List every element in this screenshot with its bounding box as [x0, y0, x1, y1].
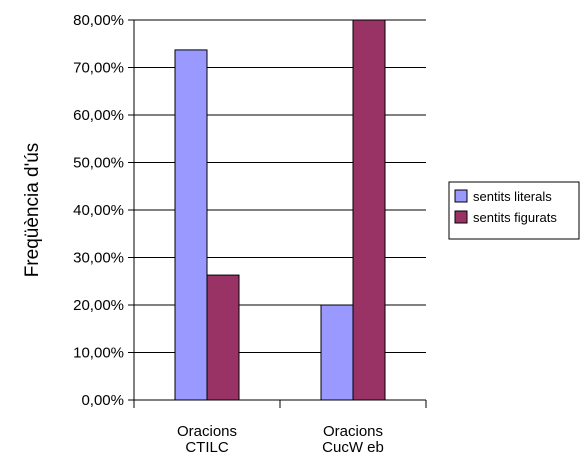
y-axis-title: Freqüència d'ús: [22, 143, 43, 278]
legend-swatch: [454, 189, 468, 203]
legend-label: sentits figurats: [473, 210, 557, 225]
y-tick-label: 0,00%: [81, 392, 124, 409]
bar: [352, 19, 386, 401]
y-ticks: 0,00% 10,00% 20,00% 30,00% 40,00% 50,00% 60,00…: [73, 12, 134, 409]
x-tick-label: CTILC: [185, 439, 229, 456]
y-tick-label: 30,00%: [73, 250, 124, 267]
x-tick-label: CucW eb: [322, 439, 384, 456]
y-tick-label: 70,00%: [73, 60, 124, 77]
y-tick-label: 10,00%: [73, 345, 124, 362]
bar: [320, 304, 354, 401]
legend-box: [448, 181, 580, 240]
y-tick-label: 20,00%: [73, 297, 124, 314]
y-tick-label: 50,00%: [73, 155, 124, 172]
bar: [206, 274, 240, 401]
bars: [174, 19, 386, 401]
legend-items: sentits literals sentits figurats: [454, 189, 557, 225]
x-tick-label: Oracions: [177, 423, 237, 440]
y-tick-label: 40,00%: [73, 202, 124, 219]
legend-label: sentits literals: [473, 189, 552, 204]
legend-swatch: [454, 210, 468, 224]
bar: [174, 49, 208, 401]
y-tick-label: 80,00%: [73, 12, 124, 29]
legend: sentits literals sentits figurats: [448, 181, 580, 240]
x-tick-label: Oracions: [323, 423, 383, 440]
y-tick-label: 60,00%: [73, 107, 124, 124]
